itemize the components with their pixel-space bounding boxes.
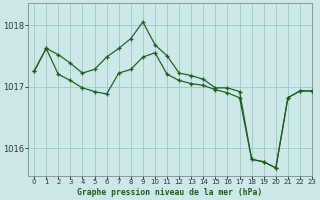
X-axis label: Graphe pression niveau de la mer (hPa): Graphe pression niveau de la mer (hPa) [77, 188, 263, 197]
